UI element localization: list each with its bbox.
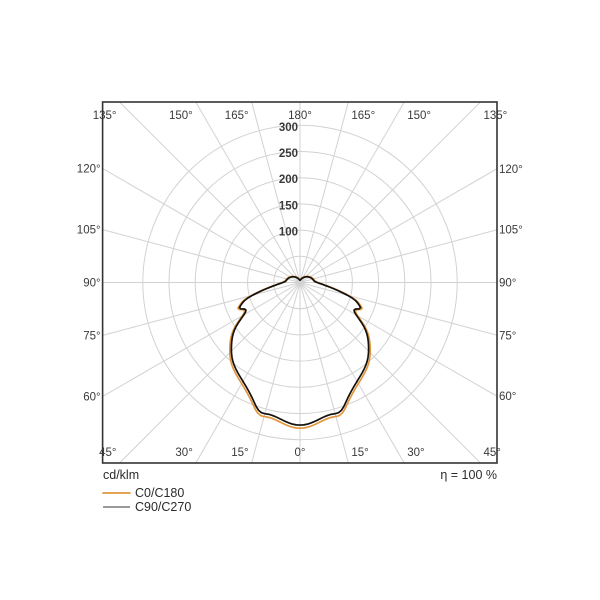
svg-text:120°: 120° <box>499 164 523 176</box>
svg-text:135°: 135° <box>484 110 508 122</box>
svg-text:150°: 150° <box>407 110 431 122</box>
svg-text:η = 100 %: η = 100 % <box>440 468 497 482</box>
svg-text:C90/C270: C90/C270 <box>135 500 191 514</box>
svg-text:15°: 15° <box>231 447 248 459</box>
svg-text:200: 200 <box>279 174 298 186</box>
svg-text:300: 300 <box>279 122 298 134</box>
svg-text:165°: 165° <box>225 110 249 122</box>
svg-text:90°: 90° <box>83 278 100 290</box>
svg-text:45°: 45° <box>484 447 501 459</box>
svg-text:cd/klm: cd/klm <box>103 468 139 482</box>
svg-text:100: 100 <box>279 227 298 239</box>
svg-text:60°: 60° <box>83 392 100 404</box>
svg-text:135°: 135° <box>93 110 117 122</box>
svg-text:105°: 105° <box>499 225 523 237</box>
svg-text:90°: 90° <box>499 278 516 290</box>
svg-text:150: 150 <box>279 200 298 212</box>
svg-text:45°: 45° <box>99 447 116 459</box>
svg-text:75°: 75° <box>83 330 100 342</box>
svg-text:60°: 60° <box>499 391 516 403</box>
svg-text:30°: 30° <box>407 447 424 459</box>
svg-text:75°: 75° <box>499 330 516 342</box>
svg-text:150°: 150° <box>169 110 193 122</box>
svg-text:165°: 165° <box>351 110 375 122</box>
svg-text:30°: 30° <box>175 447 192 459</box>
svg-text:120°: 120° <box>77 164 101 176</box>
svg-text:0°: 0° <box>295 447 306 459</box>
svg-text:180°: 180° <box>288 110 312 122</box>
svg-text:C0/C180: C0/C180 <box>135 486 184 500</box>
svg-text:15°: 15° <box>351 447 368 459</box>
svg-text:105°: 105° <box>77 225 101 237</box>
svg-text:250: 250 <box>279 148 298 160</box>
